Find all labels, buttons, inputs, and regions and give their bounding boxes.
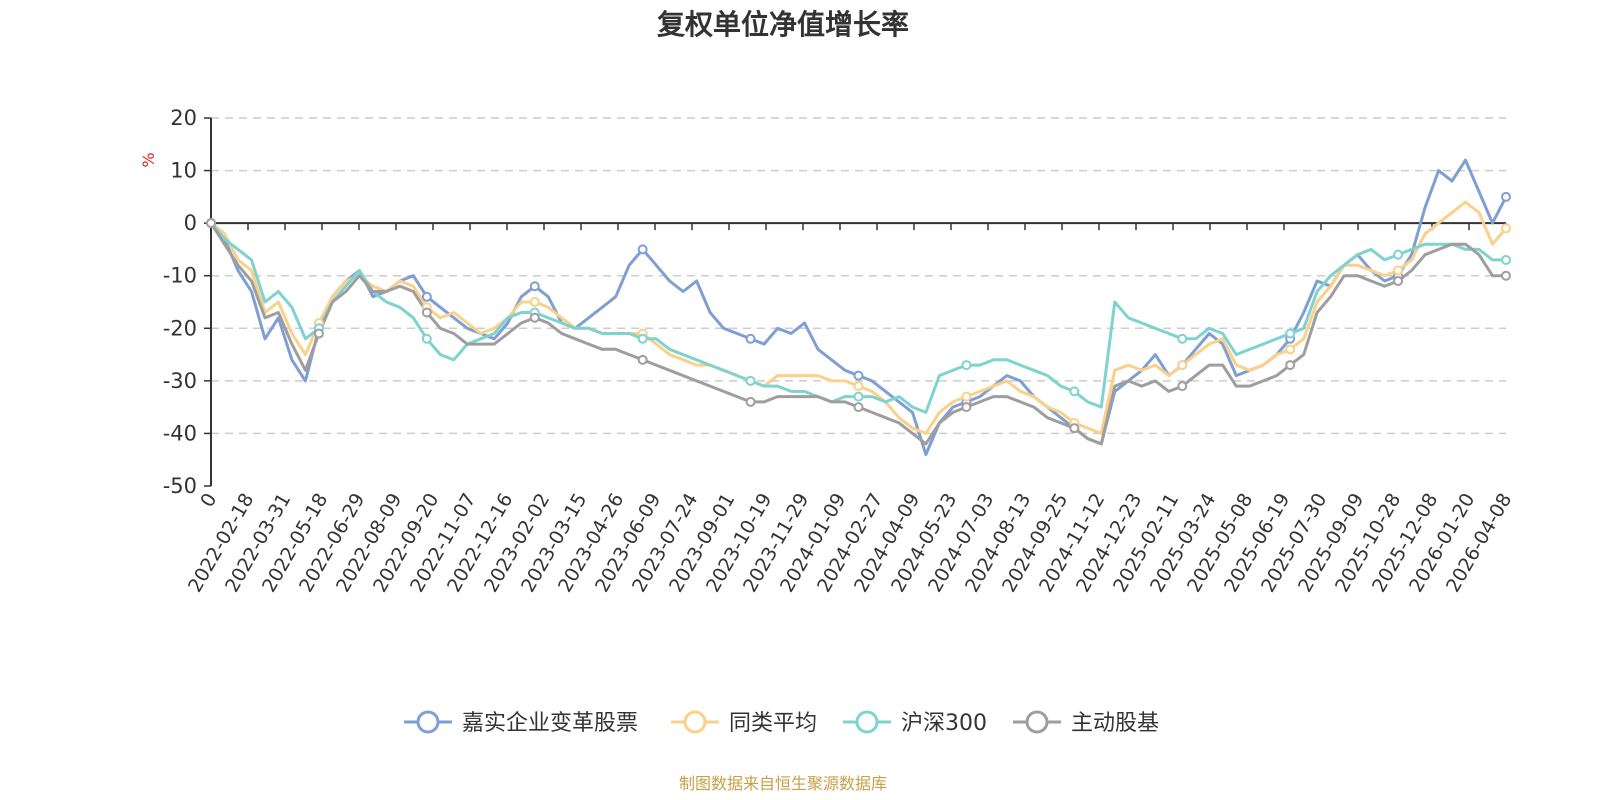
data-point-2 xyxy=(1285,328,1296,339)
legend-swatch-marker xyxy=(1025,710,1049,734)
data-point-3 xyxy=(1069,423,1080,434)
data-point-3 xyxy=(853,402,864,413)
legend-swatch-marker xyxy=(416,710,440,734)
data-point-1 xyxy=(961,391,972,402)
legend: 嘉实企业变革股票 同类平均 沪深300 主动股基 xyxy=(404,710,1159,736)
data-point-3 xyxy=(961,402,972,413)
data-point-0 xyxy=(853,370,864,381)
data-point-3 xyxy=(1285,360,1296,371)
chart-title: 复权单位净值增长率 xyxy=(657,8,909,41)
legend-swatch-marker xyxy=(855,710,879,734)
y-tick-label: 10 xyxy=(170,159,197,183)
data-point-2 xyxy=(1177,333,1188,344)
data-point-1 xyxy=(1177,360,1188,371)
data-point-3 xyxy=(421,307,432,318)
legend-label: 同类平均 xyxy=(729,711,817,736)
data-point-3 xyxy=(1501,270,1511,281)
data-point-2 xyxy=(1069,386,1080,397)
data-point-0 xyxy=(637,244,648,255)
y-tick-label: 20 xyxy=(170,106,197,130)
axes: 20100-10-20-30-40-5002022-02-182022-03-3… xyxy=(163,106,1517,596)
data-point-2 xyxy=(421,333,432,344)
legend-swatch-marker xyxy=(683,710,707,734)
y-tick-label: 0 xyxy=(184,211,197,235)
data-point-2 xyxy=(637,333,648,344)
data-point-2 xyxy=(1393,249,1404,260)
data-point-3 xyxy=(313,328,324,339)
data-point-3 xyxy=(637,354,648,365)
data-point-0 xyxy=(529,281,540,292)
y-axis-unit: % xyxy=(139,152,158,167)
data-point-1 xyxy=(1393,265,1404,276)
x-tick-label: 0 xyxy=(196,490,221,511)
grid xyxy=(211,117,1506,435)
data-point-2 xyxy=(745,375,756,386)
data-point-0 xyxy=(745,333,756,344)
data-point-1 xyxy=(853,381,864,392)
data-point-0 xyxy=(1501,191,1511,202)
y-tick-label: -30 xyxy=(163,369,197,393)
data-point-3 xyxy=(745,396,756,407)
legend-label: 沪深300 xyxy=(901,711,987,736)
data-point-3 xyxy=(1393,275,1404,286)
data-point-3 xyxy=(1177,381,1188,392)
data-point-2 xyxy=(961,360,972,371)
legend-label: 嘉实企业变革股票 xyxy=(462,711,638,736)
y-tick-label: -40 xyxy=(163,421,197,445)
data-point-1 xyxy=(1501,223,1511,234)
source-note: 制图数据来自恒生聚源数据库 xyxy=(679,774,887,793)
y-tick-label: -10 xyxy=(163,264,197,288)
data-point-0 xyxy=(421,291,432,302)
data-point-1 xyxy=(529,297,540,307)
data-point-1 xyxy=(1285,344,1296,355)
series-markers xyxy=(206,191,1511,434)
data-point-2 xyxy=(853,391,864,402)
data-point-3 xyxy=(529,312,540,323)
data-point-2 xyxy=(1501,254,1511,265)
y-tick-label: -50 xyxy=(163,474,197,498)
legend-label: 主动股基 xyxy=(1071,711,1159,736)
data-point-3 xyxy=(206,218,216,229)
y-tick-label: -20 xyxy=(163,316,197,340)
